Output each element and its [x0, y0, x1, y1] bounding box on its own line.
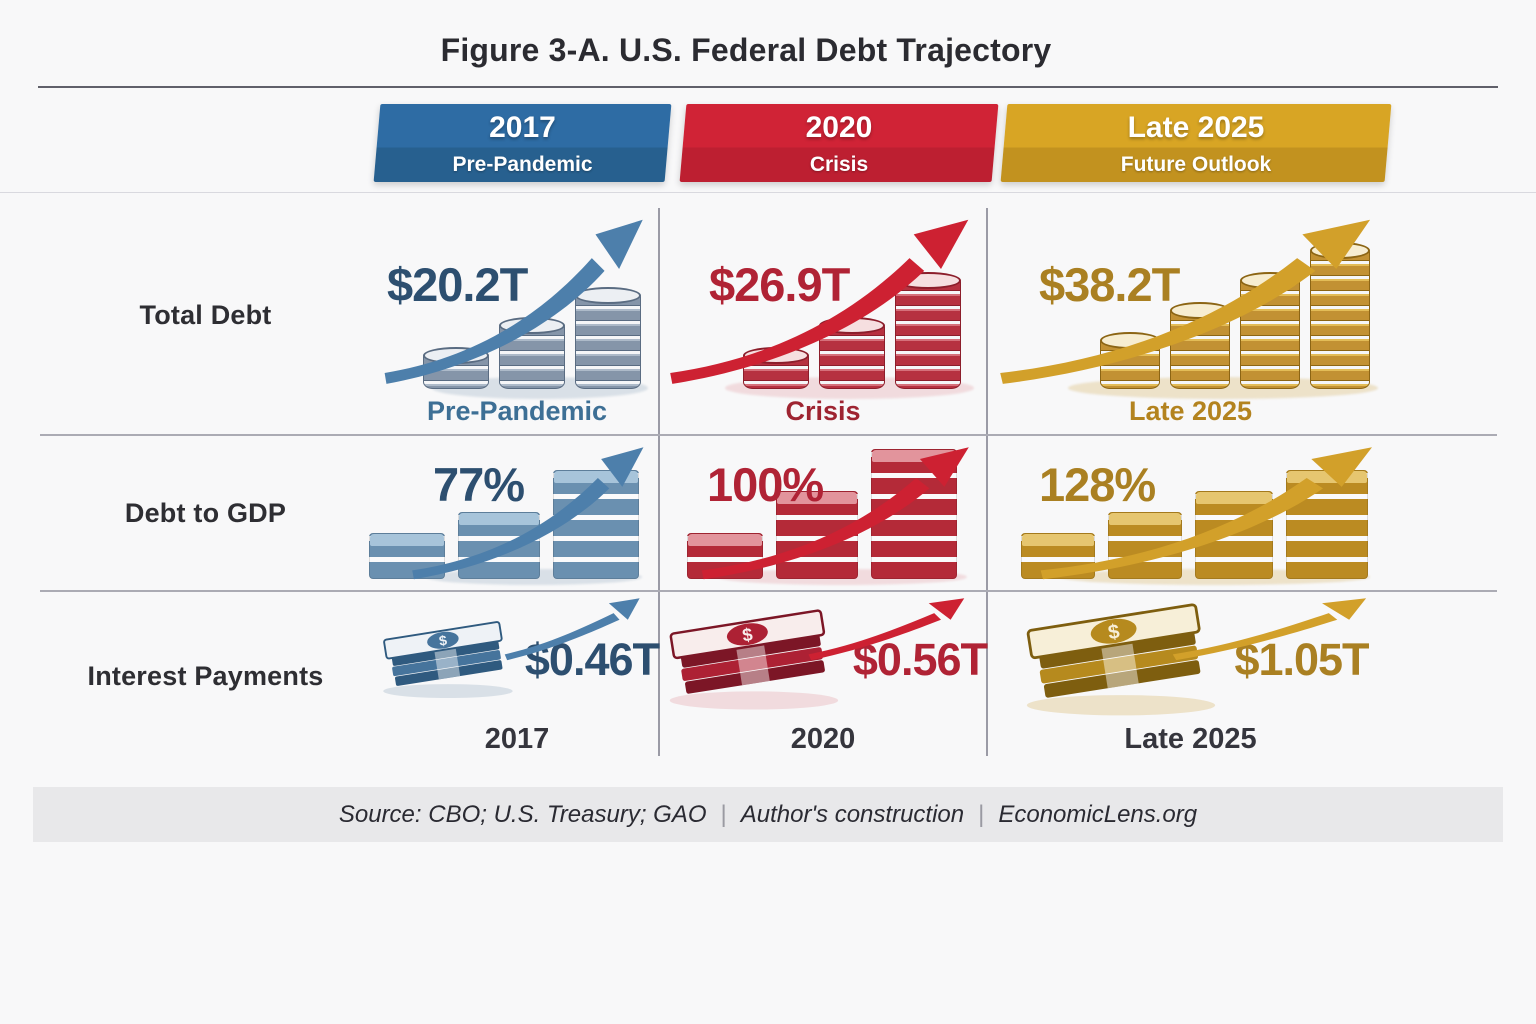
- bar-stack-icon: [687, 533, 763, 579]
- growth-arrow-icon: [384, 219, 643, 384]
- cell-total-debt-2017: $20.2T Pre-Pandemic: [375, 195, 659, 435]
- column-header-2020: 2020 Crisis: [679, 104, 999, 182]
- cell-interest-late-2025: $ $1.05T Late 2025: [987, 591, 1500, 762]
- separator: |: [978, 800, 985, 828]
- column-header-2017: 2017 Pre-Pandemic: [373, 104, 672, 182]
- debt-gdp-value-2017: 77%: [433, 458, 525, 511]
- debt-gdp-value-2020: 100%: [707, 458, 824, 511]
- row-label-total-debt: Total Debt: [139, 299, 272, 330]
- total-debt-value-2017: $20.2T: [387, 258, 528, 311]
- banknote-stack-icon: $: [383, 620, 513, 698]
- dollar-glyph: $: [438, 631, 448, 648]
- cell-interest-2017: $ $0.46T 2017: [375, 591, 660, 762]
- dollar-glyph: $: [1107, 620, 1122, 643]
- row-label-debt-to-gdp: Debt to GDP: [124, 497, 287, 528]
- debt-gdp-value-late-2025: 128%: [1039, 458, 1156, 511]
- column-header-2017-inner: 2017 Pre-Pandemic: [377, 104, 668, 182]
- total-debt-value-late-2025: $38.2T: [1039, 258, 1180, 311]
- row-divider: [40, 434, 1497, 436]
- cell-caption: 2020: [790, 723, 856, 755]
- cell-interest-2020: $ $0.56T 2020: [659, 591, 988, 762]
- cell-total-debt-2020: $26.9T Crisis: [659, 195, 987, 435]
- cell-caption: Late 2025: [1124, 723, 1257, 755]
- growth-arrow-icon: [412, 447, 644, 580]
- site-text: EconomicLens.org: [998, 800, 1198, 828]
- growth-arrow-icon: [504, 598, 640, 661]
- cell-caption: Pre-Pandemic: [426, 396, 608, 426]
- author-text: Author's construction: [740, 800, 965, 828]
- column-year: 2017: [489, 111, 556, 144]
- cell-caption: 2017: [484, 723, 550, 755]
- growth-arrow-icon: [702, 447, 970, 580]
- dollar-glyph: $: [741, 624, 754, 645]
- growth-arrow-icon: [1172, 598, 1367, 661]
- column-divider: [986, 208, 988, 756]
- column-subtitle: Pre-Pandemic: [452, 153, 593, 176]
- column-subtitle: Future Outlook: [1120, 153, 1272, 176]
- column-header-2020-inner: 2020 Crisis: [683, 104, 995, 182]
- coin-stacks-icon: [423, 287, 641, 389]
- header-divider: [0, 192, 1536, 193]
- column-header-late-2025: Late 2025 Future Outlook: [1000, 104, 1392, 182]
- row-divider: [40, 590, 1497, 592]
- coin-stack-icon: [1310, 242, 1370, 389]
- growth-arrow-icon: [1040, 447, 1372, 580]
- column-divider: [658, 208, 660, 756]
- cell-debt-gdp-2020: 100%: [659, 435, 987, 591]
- cell-total-debt-late-2025: $38.2T Late 2025: [987, 195, 1500, 435]
- growth-arrow-icon: [808, 598, 965, 661]
- cell-debt-gdp-2017: 77%: [369, 435, 659, 591]
- metrics-table: Total Debt $20.2T Pre-Pandemic: [36, 195, 1500, 762]
- dollar-sign-icon: [1091, 618, 1137, 644]
- growth-arrow-icon: [1000, 219, 1371, 384]
- growth-arrow-icon: [669, 219, 968, 384]
- column-subtitle: Crisis: [809, 153, 869, 176]
- figure-title: Figure 3-A. U.S. Federal Debt Trajectory: [440, 32, 1052, 68]
- bar-stacks-icon: [687, 449, 957, 579]
- banknote-stack-icon: $: [1027, 602, 1216, 715]
- title-divider: [38, 86, 1498, 88]
- coin-stack-icon: [575, 287, 641, 389]
- column-header-row: 2017 Pre-Pandemic 2020 Crisis Late 2025 …: [0, 95, 1536, 195]
- dollar-sign-icon: [726, 622, 768, 645]
- total-debt-value-2020: $26.9T: [709, 258, 850, 311]
- cell-caption: Late 2025: [1128, 396, 1253, 426]
- cell-debt-gdp-late-2025: 128%: [987, 435, 1500, 591]
- column-year: Late 2025: [1127, 111, 1265, 144]
- bar-stack-icon: [369, 533, 445, 579]
- bar-stacks-icon: [369, 470, 639, 579]
- source-bar: Source: CBO; U.S. Treasury; GAO | Author…: [33, 787, 1503, 842]
- source-text: Source: CBO; U.S. Treasury; GAO: [338, 800, 707, 828]
- bar-stack-icon: [458, 512, 540, 579]
- column-header-late-2025-inner: Late 2025 Future Outlook: [1004, 104, 1388, 182]
- dollar-sign-icon: [427, 631, 459, 649]
- bar-stack-icon: [1021, 533, 1095, 579]
- row-label-interest-payments: Interest Payments: [87, 661, 324, 691]
- column-year: 2020: [805, 111, 873, 144]
- bar-stack-icon: [776, 491, 858, 579]
- cell-caption: Crisis: [785, 396, 861, 426]
- separator: |: [720, 800, 727, 828]
- banknote-stack-icon: $: [669, 608, 839, 710]
